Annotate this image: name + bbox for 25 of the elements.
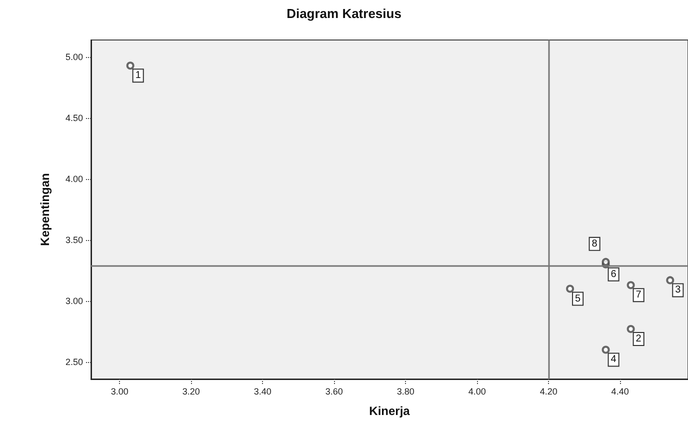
y-axis-title: Kepentingan [38,173,52,246]
annotation: 5 [575,293,582,304]
x-tick-label: 4.40 [611,386,629,396]
annotation: 7 [636,290,642,301]
chart-title: Diagram Katresius [286,6,402,21]
annotation: 6 [610,268,617,280]
y-tick-label: 4.00 [65,174,83,184]
x-tick-label: 3.60 [325,386,343,396]
annotation: 8 [592,238,598,250]
x-tick-label: 3.40 [254,386,272,396]
x-tick-label: 4.20 [540,386,558,396]
annotation: 3 [675,284,682,296]
x-tick-label: 4.00 [468,386,486,396]
y-tick-label: 5.00 [65,52,83,62]
x-tick-label: 3.20 [182,386,200,396]
annotation: 1 [135,70,142,82]
x-tick-label: 3.80 [396,386,414,396]
x-axis-title: Kinerja [369,404,410,418]
annotation: 2 [636,334,642,345]
x-tick-label: 3.00 [110,386,128,396]
y-tick-label: 4.50 [65,113,83,124]
annotation: 4 [610,354,617,366]
y-tick-label: 3.00 [65,296,83,306]
y-tick-label: 2.50 [65,356,83,367]
y-tick-label: 3.50 [65,234,83,245]
